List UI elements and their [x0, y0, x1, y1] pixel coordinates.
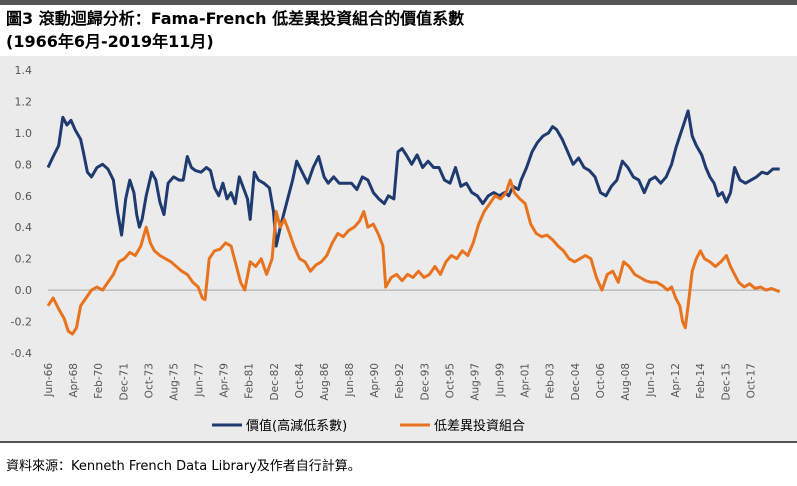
y-tick-label: -0.4: [11, 347, 32, 360]
x-tick-label: Feb-81: [244, 363, 256, 399]
x-tick-label: Feb-03: [545, 363, 557, 399]
chart-subtitle: (1966年6月-2019年11月): [6, 32, 214, 51]
x-tick-label: Aug-08: [620, 363, 632, 401]
x-tick-label: Aug-86: [319, 363, 331, 401]
x-tick-label: Jun-66: [43, 363, 55, 398]
x-tick-label: Dec-93: [419, 363, 431, 400]
legend: 價值(高減低系數) 低差異投資組合: [212, 418, 525, 434]
legend-label-value: 價值(高減低系數): [246, 418, 347, 434]
x-tick-label: Jun-99: [495, 363, 507, 398]
y-axis: -0.4 -0.2 0.0 0.2 0.4 0.6 0.8 1.0 1.2 1.4: [11, 64, 32, 360]
x-tick-label: Oct-17: [745, 363, 757, 398]
x-tick-label: Jun-77: [194, 363, 206, 398]
x-tick-label: Dec-04: [570, 363, 582, 401]
x-tick-label: Dec-15: [720, 363, 732, 400]
x-tick-label: Feb-14: [695, 363, 707, 399]
x-tick-label: Dec-82: [269, 363, 281, 400]
x-tick-label: Aug-97: [469, 363, 481, 401]
chart-title: 圖3 滾動迴歸分析：Fama-French 低差異投資組合的價值系數: [6, 9, 465, 28]
y-tick-label: 0.0: [15, 284, 33, 297]
x-tick-label: Feb-70: [93, 363, 105, 399]
bottom-rule: [0, 441, 797, 443]
legend-label-low-variance: 低差異投資組合: [434, 418, 525, 434]
series-layer: [46, 109, 781, 336]
x-tick-label: Oct-06: [595, 363, 607, 399]
y-tick-label: 0.2: [15, 253, 33, 266]
top-rule: [0, 0, 797, 5]
series-line-low-variance: [46, 178, 781, 336]
x-tick-label: Apr-90: [369, 363, 381, 398]
y-tick-label: 0.4: [15, 221, 33, 234]
y-tick-label: 1.4: [15, 64, 33, 77]
y-tick-label: 1.2: [15, 95, 33, 108]
y-tick-label: -0.2: [11, 316, 32, 329]
x-tick-label: Apr-68: [68, 363, 80, 398]
x-tick-label: Jun-10: [645, 363, 657, 398]
y-tick-label: 0.8: [15, 158, 33, 171]
x-tick-label: Oct-95: [444, 363, 456, 398]
x-tick-label: Oct-73: [143, 363, 155, 398]
x-tick-label: Oct-84: [294, 363, 306, 399]
y-tick-label: 0.6: [15, 190, 33, 203]
source-note: 資料來源：Kenneth French Data Library及作者自行計算。: [6, 459, 361, 474]
x-tick-label: Apr-79: [219, 363, 231, 398]
x-tick-label: Dec-71: [118, 363, 130, 400]
x-tick-label: Aug-75: [168, 363, 180, 401]
y-tick-label: 1.0: [15, 127, 33, 140]
x-axis: Jun-66 Apr-68 Feb-70 Dec-71 Oct-73 Aug-75 Jun-…: [43, 289, 780, 401]
x-tick-label: Feb-92: [394, 363, 406, 399]
line-chart: -0.4 -0.2 0.0 0.2 0.4 0.6 0.8 1.0 1.2 1.4 Jun-66 A…: [11, 64, 781, 434]
series-line-value: [46, 109, 780, 248]
x-tick-label: Apr-01: [520, 363, 532, 398]
x-tick-label: Apr-12: [670, 363, 682, 398]
chart-area: -0.4 -0.2 0.0 0.2 0.4 0.6 0.8 1.0 1.2 1.4 Jun-66 A…: [0, 56, 797, 441]
x-tick-label: Jun-88: [344, 363, 356, 398]
